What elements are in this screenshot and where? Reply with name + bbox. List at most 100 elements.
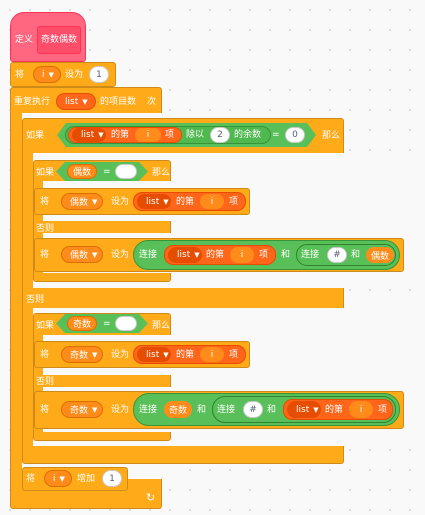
var-even-dropdown[interactable]: 偶数 ▼ — [61, 193, 103, 210]
compare-value[interactable]: 0 — [285, 127, 305, 143]
set-to-label: 设为 — [65, 70, 84, 80]
item-label: 项 — [165, 130, 175, 140]
var-odd-dropdown[interactable]: 奇数 ▼ — [61, 346, 103, 363]
dropdown-arrow-icon: ▼ — [313, 405, 319, 414]
dropdown-arrow-icon: ▼ — [163, 197, 169, 206]
list-name: list — [177, 250, 191, 260]
list-name: list — [146, 196, 160, 207]
and-label: 和 — [267, 405, 277, 415]
var-odd-reporter[interactable]: 奇数 — [67, 316, 97, 331]
then-label: 那么 — [152, 321, 171, 331]
item-label: 项 — [229, 197, 239, 207]
var-i-dropdown[interactable]: i ▼ — [44, 470, 72, 487]
var-name: i — [42, 69, 45, 80]
repeat-list-dropdown[interactable]: list ▼ — [56, 93, 96, 110]
odd-compare-value[interactable] — [115, 316, 137, 331]
equals-label: = — [272, 130, 280, 140]
list-name: list — [146, 349, 160, 360]
set-label: 将 — [40, 250, 50, 260]
else-label: 否则 — [36, 224, 55, 234]
dropdown-arrow-icon: ▼ — [98, 131, 104, 139]
join-label: 连接 — [139, 250, 158, 260]
var-i-dropdown[interactable]: i ▼ — [33, 66, 61, 83]
and-label: 和 — [197, 405, 207, 415]
var-even-reporter[interactable]: 偶数 — [67, 164, 97, 179]
var-name: 偶数 — [70, 251, 89, 261]
var-name: 奇数 — [73, 320, 92, 330]
repeat-label: 重复执行 — [14, 97, 51, 107]
set-to-label: 设为 — [111, 250, 130, 260]
index-i-reporter[interactable]: i — [135, 128, 161, 142]
dropdown-arrow-icon: ▼ — [48, 70, 54, 79]
index-i-reporter[interactable]: i — [200, 194, 224, 209]
dropdown-arrow-icon: ▼ — [194, 251, 200, 259]
set-label: 将 — [40, 197, 50, 207]
if-odd-label: 如果 — [36, 321, 55, 331]
repeat-count-label: 的项目数 — [100, 97, 137, 107]
join-label: 连接 — [301, 250, 320, 260]
set-label: 将 — [40, 405, 50, 415]
loop-arrow-icon: ↻ — [146, 491, 156, 504]
set-to-label: 设为 — [111, 405, 130, 415]
var-name: 奇数 — [70, 351, 89, 361]
item-label: 项 — [259, 250, 269, 260]
define-name-block[interactable] — [37, 26, 81, 54]
var-name: 奇数 — [70, 406, 89, 416]
dropdown-arrow-icon: ▼ — [92, 405, 98, 414]
list-name: list — [65, 96, 79, 107]
item-of-label: 的第 — [111, 130, 130, 140]
then-label: 那么 — [322, 131, 341, 141]
index-i-reporter[interactable]: i — [230, 247, 254, 263]
list-dropdown[interactable]: list ▼ — [168, 247, 202, 263]
dropdown-arrow-icon: ▼ — [92, 250, 98, 259]
set-i-value[interactable]: 1 — [89, 66, 109, 83]
else-label: 否则 — [26, 295, 45, 305]
change-value[interactable]: 1 — [102, 470, 122, 487]
set-i-label: 将 — [15, 70, 25, 80]
index-i-reporter[interactable]: i — [200, 347, 224, 362]
cond-list-dropdown[interactable]: list ▼ — [72, 128, 106, 142]
equals-label: = — [103, 167, 111, 177]
dropdown-arrow-icon: ▼ — [59, 474, 65, 483]
dropdown-arrow-icon: ▼ — [92, 350, 98, 359]
if-label: 如果 — [26, 131, 45, 141]
item-label: 项 — [229, 350, 239, 360]
var-even-reporter[interactable]: 偶数 — [366, 247, 394, 263]
define-name: 奇数偶数 — [41, 35, 78, 45]
var-name: 偶数 — [70, 198, 89, 208]
item-of-label: 的第 — [206, 250, 225, 260]
item-of-label: 的第 — [325, 405, 344, 415]
list-name: list — [81, 130, 95, 140]
var-even-dropdown[interactable]: 偶数 ▼ — [61, 246, 103, 263]
dropdown-arrow-icon: ▼ — [163, 350, 169, 359]
change-label: 将 — [26, 474, 36, 484]
even-compare-value[interactable] — [115, 164, 137, 179]
var-name: i — [53, 473, 56, 484]
set-to-label: 设为 — [111, 197, 130, 207]
else-label: 否则 — [36, 377, 55, 387]
set-label: 将 — [40, 350, 50, 360]
list-dropdown[interactable]: list ▼ — [137, 347, 171, 362]
var-name: 偶数 — [73, 168, 92, 178]
hash-value[interactable]: # — [327, 247, 347, 263]
change-by-label: 增加 — [77, 474, 96, 484]
define-label: 定义 — [15, 35, 34, 45]
set-to-label: 设为 — [111, 350, 130, 360]
list-dropdown[interactable]: list ▼ — [137, 194, 171, 209]
var-odd-reporter[interactable]: 奇数 — [164, 401, 192, 418]
item-of-label: 的第 — [176, 197, 195, 207]
div-label: 除以 — [186, 130, 205, 140]
var-odd-dropdown[interactable]: 奇数 ▼ — [61, 401, 103, 418]
then-label: 那么 — [152, 168, 171, 178]
dropdown-arrow-icon: ▼ — [82, 97, 88, 106]
list-dropdown[interactable]: list ▼ — [287, 401, 321, 418]
and-label: 和 — [281, 250, 291, 260]
dropdown-arrow-icon: ▼ — [92, 197, 98, 206]
and-label: 和 — [351, 250, 361, 260]
if-even-label: 如果 — [36, 168, 55, 178]
hash-value[interactable]: # — [243, 401, 263, 418]
repeat-times-label: 次 — [147, 97, 157, 107]
divisor-value[interactable]: 2 — [210, 127, 230, 143]
index-i-reporter[interactable]: i — [349, 401, 373, 418]
list-name: list — [296, 404, 310, 415]
